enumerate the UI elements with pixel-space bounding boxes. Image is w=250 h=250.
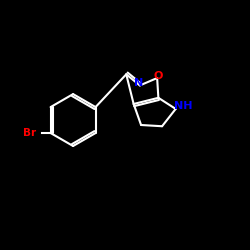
- Text: N: N: [134, 78, 143, 88]
- Text: Br: Br: [23, 128, 36, 138]
- Text: NH: NH: [174, 102, 192, 112]
- Text: O: O: [154, 70, 163, 81]
